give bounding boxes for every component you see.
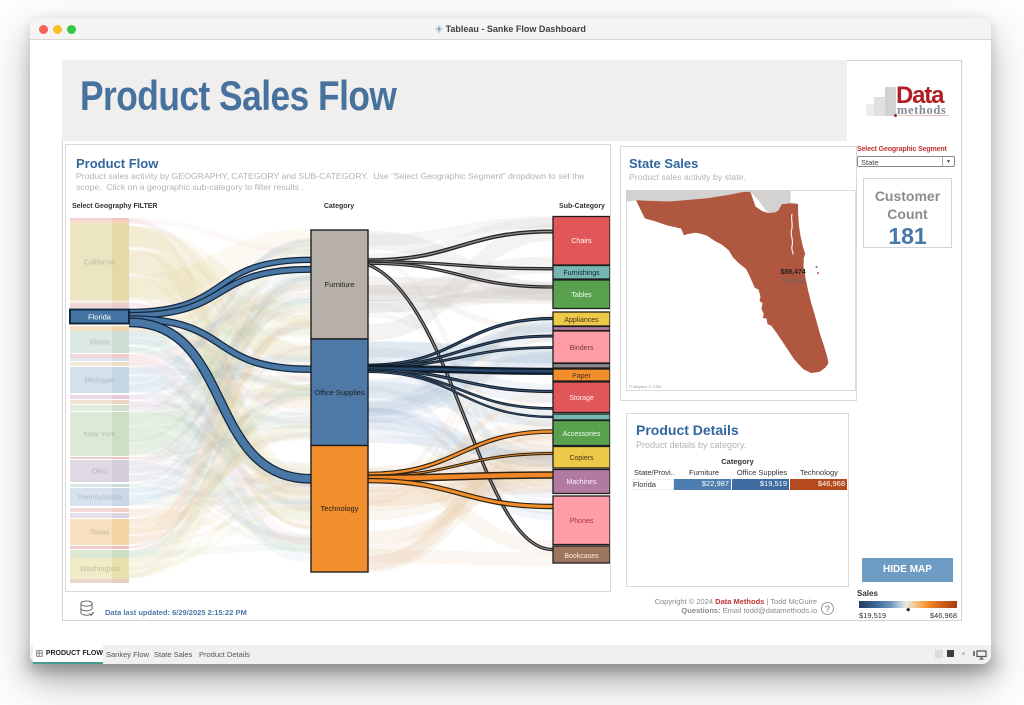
svg-text:Bookcases: Bookcases bbox=[564, 553, 599, 560]
svg-text:Pennsylvania: Pennsylvania bbox=[77, 493, 122, 502]
svg-text:Furnishings: Furnishings bbox=[563, 270, 600, 277]
svg-text:Texas: Texas bbox=[90, 528, 110, 537]
svg-text:Ohio: Ohio bbox=[92, 467, 108, 476]
svg-text:Appliances: Appliances bbox=[564, 317, 599, 324]
svg-text:Machines: Machines bbox=[567, 479, 597, 486]
svg-text:Storage: Storage bbox=[569, 395, 594, 402]
svg-text:Furniture: Furniture bbox=[324, 280, 354, 289]
svg-text:Tables: Tables bbox=[571, 292, 592, 299]
svg-text:Florida: Florida bbox=[88, 313, 112, 322]
svg-text:Select Geography FILTER: Select Geography FILTER bbox=[72, 203, 157, 210]
svg-text:© Mapbox © OSM: © Mapbox © OSM bbox=[629, 384, 662, 389]
svg-text:Sub-Category: Sub-Category bbox=[559, 203, 605, 210]
svg-text:New York: New York bbox=[84, 430, 116, 439]
svg-text:Phones: Phones bbox=[570, 518, 594, 525]
svg-text:California: California bbox=[84, 258, 117, 267]
svg-text:Category: Category bbox=[324, 203, 354, 210]
svg-text:Washington: Washington bbox=[80, 564, 119, 573]
svg-text:$89,474: $89,474 bbox=[780, 269, 805, 276]
svg-text:Accessories: Accessories bbox=[563, 431, 601, 438]
svg-text:Office Supplies: Office Supplies bbox=[314, 388, 365, 397]
svg-text:Chairs: Chairs bbox=[571, 238, 592, 245]
svg-text:Michigan: Michigan bbox=[84, 376, 114, 385]
svg-text:Technology: Technology bbox=[321, 504, 359, 513]
svg-text:Paper: Paper bbox=[572, 373, 591, 380]
svg-text:Copiers: Copiers bbox=[569, 455, 594, 462]
svg-text:Florida: Florida bbox=[782, 278, 804, 285]
svg-text:Illinois: Illinois bbox=[89, 338, 110, 347]
svg-text:Binders: Binders bbox=[570, 345, 594, 352]
